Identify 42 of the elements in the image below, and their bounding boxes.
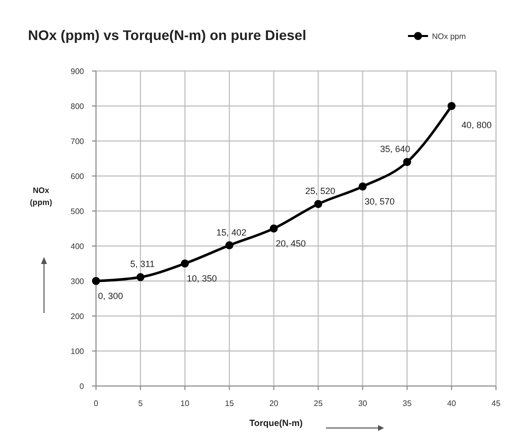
y-tick-label: 200 bbox=[70, 312, 85, 321]
x-tick-label: 15 bbox=[224, 399, 234, 408]
x-tick-label: 5 bbox=[138, 399, 144, 408]
y-tick-label: 900 bbox=[70, 67, 85, 76]
data-label: 35, 640 bbox=[380, 144, 410, 154]
y-tick-label: 800 bbox=[70, 102, 85, 111]
point bbox=[403, 158, 412, 166]
data-label: 25, 520 bbox=[305, 186, 336, 196]
chart-title: NOx (ppm) vs Torque(N-m) on pure Diesel bbox=[28, 27, 306, 43]
point bbox=[92, 277, 100, 285]
point bbox=[314, 200, 322, 208]
x-tick-label: 10 bbox=[180, 399, 190, 408]
y-tick-label: 600 bbox=[70, 172, 85, 181]
point bbox=[448, 102, 456, 110]
data-label: 10, 350 bbox=[186, 274, 217, 284]
y-tick-label: 0 bbox=[80, 382, 85, 391]
x-tick-label: 45 bbox=[492, 399, 501, 408]
point bbox=[225, 241, 234, 250]
point bbox=[270, 224, 278, 232]
point bbox=[136, 273, 144, 282]
y-tick-label: 300 bbox=[70, 277, 85, 286]
data-label: 5, 311 bbox=[130, 259, 155, 270]
y-tick-label: 400 bbox=[70, 242, 85, 251]
y-tick-label: 100 bbox=[70, 347, 85, 356]
x-tick-label: 20 bbox=[269, 399, 279, 408]
data-label: 20, 450 bbox=[276, 238, 306, 248]
x-tick-label: 35 bbox=[402, 399, 412, 408]
data-label: 40, 800 bbox=[462, 120, 492, 130]
x-tick-label: 0 bbox=[94, 399, 99, 408]
data-label: 0, 300 bbox=[98, 291, 124, 301]
point bbox=[180, 260, 189, 268]
x-axis-title: Torque(N-m) bbox=[249, 418, 303, 428]
x-tick-label: 25 bbox=[314, 399, 324, 408]
x-tick-label: 40 bbox=[447, 399, 457, 408]
y-axis-title: NOx (ppm) bbox=[30, 186, 52, 207]
x-tick-label: 30 bbox=[358, 399, 368, 408]
legend-label: NOx ppm bbox=[432, 32, 466, 41]
y-tick-label: 500 bbox=[70, 207, 85, 216]
data-label: 15, 402 bbox=[216, 227, 246, 238]
data-label: 30, 570 bbox=[364, 196, 395, 206]
point bbox=[358, 182, 367, 190]
y-tick-label: 700 bbox=[70, 137, 85, 146]
